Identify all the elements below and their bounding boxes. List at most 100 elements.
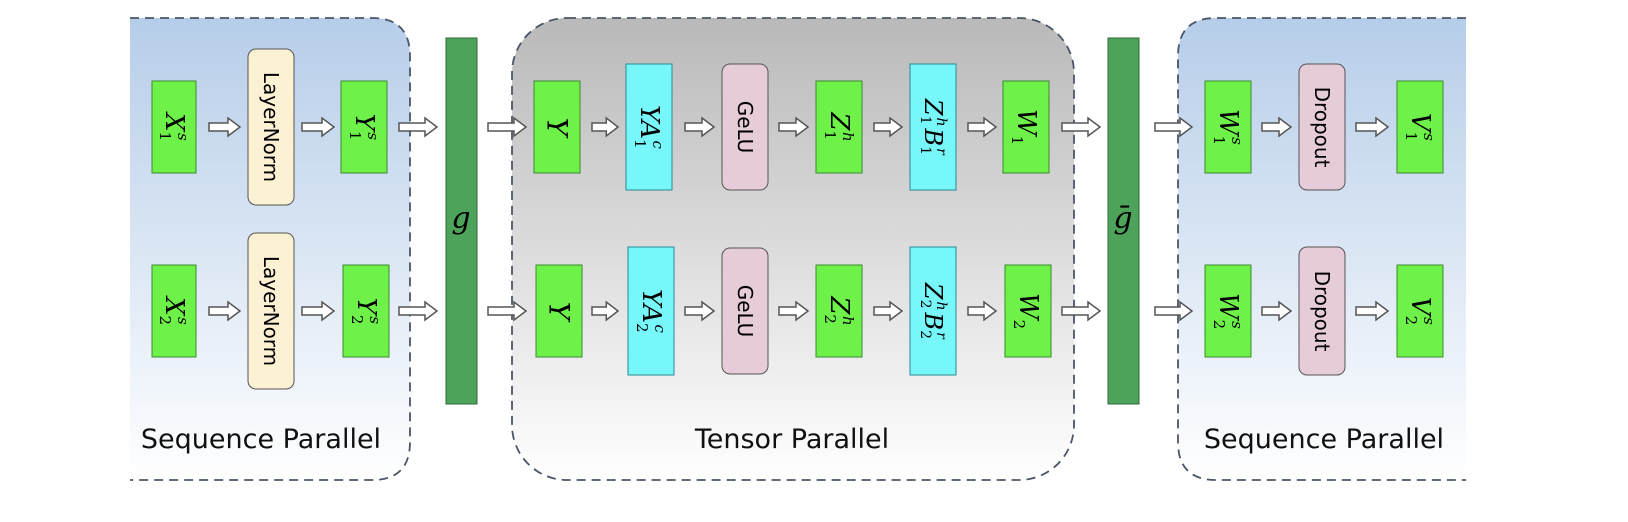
layernorm-1-label: LayerNorm	[259, 72, 283, 182]
v2s-sup: s	[1420, 317, 1438, 325]
z2h-sup: h	[839, 316, 857, 326]
tensor-region-title: Tensor Parallel	[694, 424, 889, 455]
dropout-2-box: Dropout	[1299, 247, 1345, 375]
x1-base: X	[159, 111, 189, 133]
x1-sup: s	[174, 133, 192, 141]
ya2-sup: c	[651, 325, 669, 334]
v1s-sup: s	[1420, 133, 1438, 141]
z1h-sub: 1	[821, 130, 839, 140]
w2-sub: 2	[1010, 320, 1028, 330]
svg-text:Z2h: Z2h	[821, 295, 857, 325]
y1s-sup: s	[364, 132, 382, 140]
tensor-region-background	[512, 18, 1074, 480]
right-region-title: Sequence Parallel	[1204, 424, 1444, 455]
w1-sub: 1	[1008, 136, 1026, 146]
dropout-1-box: Dropout	[1299, 64, 1345, 190]
w1s-base: W	[1213, 109, 1243, 138]
ya2-sub: 2	[633, 323, 651, 333]
x2-sup: s	[174, 317, 192, 325]
svg-text:W2s: W2s	[1210, 293, 1246, 329]
x2-sub: 2	[156, 315, 174, 325]
svg-text:YA1c: YA1c	[631, 105, 667, 149]
z1h-base: Z	[824, 111, 854, 131]
z2h-base: Z	[824, 295, 854, 315]
g-bar-operator-bar: ḡ	[1108, 38, 1139, 404]
dropout-1-label: Dropout	[1310, 87, 1334, 168]
layernorm-2-box: LayerNorm	[248, 233, 294, 389]
v2s-tensor-box: V2s	[1397, 265, 1443, 357]
svg-text:Z1h: Z1h	[821, 111, 857, 141]
y2s-sub: 2	[348, 315, 366, 325]
y2s-sup: s	[366, 316, 384, 324]
svg-text:W1s: W1s	[1210, 109, 1246, 145]
z2b2-base2: B	[919, 312, 947, 331]
z2h-sub: 2	[821, 314, 839, 324]
y1s-tensor-box: Y1s	[341, 81, 387, 173]
svg-text:X1s: X1s	[156, 111, 192, 141]
x1-sub: 1	[156, 131, 174, 141]
x2-base: X	[159, 295, 189, 317]
svg-text:X2s: X2s	[156, 295, 192, 325]
w2s-sup: s	[1228, 321, 1246, 329]
dropout-2-label: Dropout	[1310, 271, 1334, 352]
y-full-2-box: Y	[536, 265, 582, 357]
w1-base: W	[1011, 109, 1041, 138]
z2h-tensor-box: Z2h	[816, 265, 862, 357]
gelu-2-label: GeLU	[733, 285, 757, 338]
ya1-sub: 1	[631, 139, 649, 149]
y-full-2-label: Y	[543, 302, 576, 323]
w1s-sup: s	[1228, 137, 1246, 145]
svg-text:V1s: V1s	[1402, 113, 1438, 141]
x2-tensor-box: X2s	[152, 265, 196, 357]
svg-text:V2s: V2s	[1402, 297, 1438, 325]
v1s-sub: 1	[1402, 132, 1420, 142]
v2s-sub: 2	[1402, 316, 1420, 326]
w2s-tensor-box: W2s	[1205, 265, 1251, 357]
z1b1-tensor-box: Z1hB1r	[910, 64, 956, 190]
ya1-sup: c	[649, 141, 667, 150]
gelu-1-label: GeLU	[733, 101, 757, 154]
y2s-tensor-box: Y2s	[343, 265, 389, 357]
z1b1-base: Z	[919, 98, 947, 117]
w1s-tensor-box: W1s	[1205, 81, 1251, 173]
w2s-base: W	[1213, 293, 1243, 322]
svg-text:Y2s: Y2s	[348, 298, 384, 325]
left-region-title: Sequence Parallel	[141, 424, 381, 455]
z1b1-sub: 1	[917, 116, 933, 125]
y1s-sub: 1	[346, 131, 364, 141]
g-label: g	[451, 201, 470, 236]
layernorm-2-label: LayerNorm	[259, 256, 283, 366]
svg-text:YA2c: YA2c	[633, 289, 669, 333]
z2b2-base: Z	[919, 282, 947, 301]
tensor-parallel-region: Tensor Parallel	[512, 18, 1074, 480]
svg-text:Y1s: Y1s	[346, 114, 382, 141]
v1s-tensor-box: V1s	[1397, 81, 1443, 173]
z1h-tensor-box: Z1h	[816, 81, 862, 173]
w2-base: W	[1013, 293, 1043, 322]
z1b1-base2: B	[919, 128, 947, 147]
ya1-base: YA	[634, 105, 664, 139]
w2s-sub: 2	[1210, 320, 1228, 330]
z1b1-sub2: 1	[917, 146, 933, 155]
ya1-tensor-box: YA1c	[626, 64, 672, 190]
y-full-1-label: Y	[541, 118, 574, 139]
g-bar-label: ḡ	[1113, 201, 1132, 236]
g-operator-bar: g	[446, 38, 477, 404]
ya2-tensor-box: YA2c	[628, 247, 674, 375]
w2-tensor-box: W2	[1005, 265, 1051, 357]
gelu-2-box: GeLU	[722, 248, 768, 374]
w1s-sub: 1	[1210, 136, 1228, 146]
z1b1-sup: h	[933, 118, 949, 127]
z2b2-sub: 2	[917, 300, 933, 309]
z1h-sup: h	[839, 132, 857, 142]
layernorm-1-box: LayerNorm	[248, 49, 294, 205]
y-full-1-box: Y	[534, 81, 580, 173]
ya2-base: YA	[636, 289, 666, 323]
w1-tensor-box: W1	[1003, 81, 1049, 173]
z2b2-tensor-box: Z2hB2r	[910, 247, 956, 375]
gelu-1-box: GeLU	[722, 64, 768, 190]
x1-tensor-box: X1s	[152, 81, 196, 173]
z2b2-sub2: 2	[917, 330, 933, 339]
z2b2-sup: h	[933, 302, 949, 311]
